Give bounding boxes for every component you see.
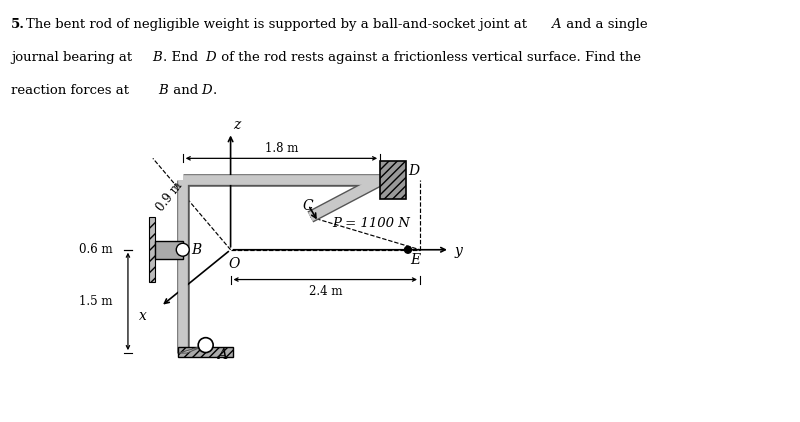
- Bar: [149, 217, 155, 282]
- Text: 0.9 m: 0.9 m: [154, 179, 186, 214]
- Text: B: B: [158, 84, 167, 97]
- Polygon shape: [178, 345, 206, 353]
- Text: z: z: [234, 118, 241, 132]
- Text: A: A: [551, 18, 561, 31]
- Text: 1.8 m: 1.8 m: [265, 142, 298, 155]
- Text: and: and: [169, 84, 202, 97]
- Text: 1.5 m: 1.5 m: [79, 295, 113, 308]
- Text: .: .: [213, 84, 217, 97]
- Text: y: y: [455, 244, 462, 258]
- Text: D: D: [206, 51, 216, 64]
- Text: E: E: [410, 253, 420, 267]
- Text: D: D: [202, 84, 212, 97]
- Text: B: B: [152, 51, 162, 64]
- Text: . End: . End: [163, 51, 202, 64]
- Text: The bent rod of negligible weight is supported by a ball-and-socket joint at: The bent rod of negligible weight is sup…: [26, 18, 531, 31]
- Text: journal bearing at: journal bearing at: [11, 51, 137, 64]
- Text: and a single: and a single: [562, 18, 648, 31]
- Text: 5.: 5.: [11, 18, 26, 31]
- Text: 0.6 m: 0.6 m: [79, 243, 113, 256]
- Circle shape: [176, 243, 190, 256]
- Bar: [178, 347, 233, 357]
- Bar: [155, 241, 182, 259]
- Text: D: D: [408, 164, 419, 178]
- Text: A: A: [217, 348, 226, 362]
- Text: 2.4 m: 2.4 m: [309, 285, 342, 298]
- Circle shape: [405, 246, 411, 253]
- Circle shape: [198, 338, 213, 352]
- Text: C: C: [302, 199, 313, 213]
- Bar: [380, 161, 406, 199]
- Text: of the rod rests against a frictionless vertical surface. Find the: of the rod rests against a frictionless …: [217, 51, 641, 64]
- Text: P = 1100 N: P = 1100 N: [332, 217, 410, 230]
- Text: O: O: [229, 257, 240, 271]
- Text: x: x: [139, 309, 146, 323]
- Text: reaction forces at: reaction forces at: [11, 84, 134, 97]
- Text: B: B: [190, 243, 201, 257]
